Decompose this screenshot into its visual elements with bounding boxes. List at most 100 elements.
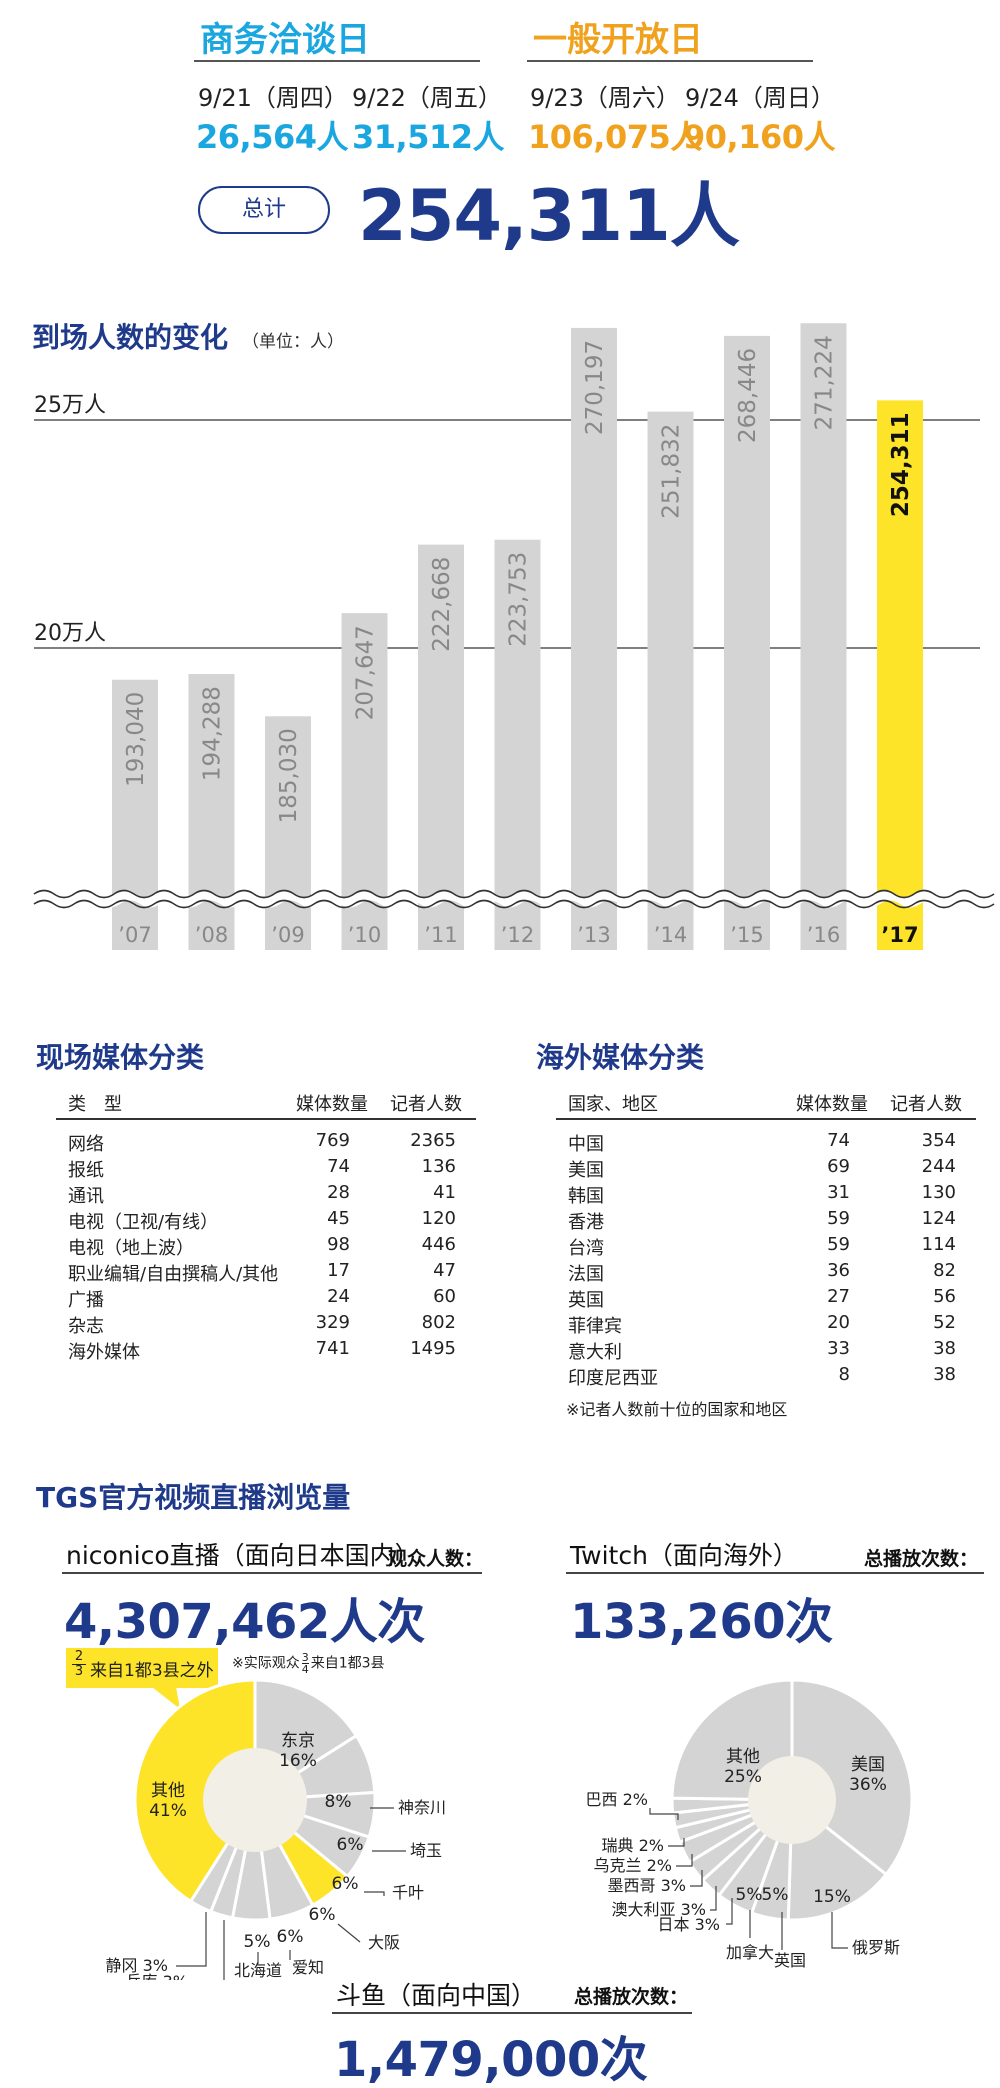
- media-count: 98: [327, 1234, 350, 1255]
- reporter-count: 446: [421, 1234, 456, 1255]
- row-label: 报纸: [68, 1160, 104, 1181]
- slice-name: 大阪: [368, 1933, 400, 1952]
- axis-break-line: [33, 899, 995, 909]
- reporter-count: 38: [933, 1338, 956, 1359]
- slice-name: 美国: [851, 1755, 885, 1775]
- row-label: 海外媒体: [68, 1342, 140, 1363]
- niconico-count-label: 观众人数：: [388, 1548, 484, 1570]
- slice-name: 日本 3%: [658, 1915, 720, 1934]
- fraction-numerator: 2: [72, 1650, 86, 1665]
- media-count: 33: [827, 1338, 850, 1359]
- reporter-count: 136: [421, 1156, 456, 1177]
- slice-value: 15%: [813, 1887, 851, 1907]
- onsite-media-title: 现场媒体分类: [36, 1041, 205, 1074]
- row-label: 法国: [568, 1264, 604, 1285]
- table-row: 台湾 59 114: [556, 1234, 976, 1260]
- day-date: 9/23（周六）: [530, 84, 680, 112]
- gridline-label: 20万人: [34, 621, 106, 646]
- bar-value-label: 193,040: [123, 692, 149, 787]
- reporter-count: 52: [933, 1312, 956, 1333]
- bar-category-label: ’10: [348, 923, 381, 947]
- leader-line: [710, 1886, 717, 1911]
- onsite-media-table: 类 型 媒体数量 记者人数 网络 769 2365 报纸 74 136 通讯 28 41 电视（卫…: [56, 1090, 476, 1370]
- media-count: 69: [827, 1156, 850, 1177]
- slice-name: 北海道: [234, 1961, 282, 1980]
- table-row: 电视（地上波） 98 446: [56, 1234, 476, 1260]
- attendance-unit: （单位：人）: [242, 332, 345, 352]
- slice-value: 5%: [736, 1885, 763, 1905]
- bar-2017: [877, 400, 923, 950]
- media-count: 27: [827, 1286, 850, 1307]
- column-header: 媒体数量: [796, 1094, 868, 1115]
- attendance-chart-title: 到场人数的变化 （单位：人）: [32, 316, 344, 356]
- douyu-title: 斗鱼（面向中国）: [336, 1981, 537, 2010]
- reporter-count: 1495: [410, 1338, 456, 1359]
- table-row: 韩国 31 130: [556, 1182, 976, 1208]
- gridline-label: 25万人: [34, 393, 106, 418]
- reporter-count: 38: [933, 1364, 956, 1385]
- table-row: 报纸 74 136: [56, 1156, 476, 1182]
- bar-category-label: ’07: [118, 923, 151, 947]
- media-count: 45: [327, 1208, 350, 1229]
- callout-pointer: [152, 1687, 180, 1709]
- reporter-count: 124: [921, 1208, 956, 1229]
- leader-line: [690, 1870, 703, 1887]
- axis-break-line: [33, 889, 995, 899]
- table-header-rule: [56, 1118, 476, 1120]
- bar-value-label: 254,311: [888, 412, 914, 517]
- twitch-count-label: 总播放次数：: [864, 1548, 979, 1570]
- pie-center: [748, 1756, 836, 1844]
- pie-center: [203, 1748, 307, 1852]
- day-count: 31,512人: [352, 118, 505, 156]
- slice-value: 36%: [849, 1775, 887, 1795]
- slice-name: 墨西哥 3%: [608, 1876, 686, 1895]
- slice-value: 25%: [724, 1767, 762, 1787]
- media-count: 769: [315, 1130, 350, 1151]
- row-label: 广播: [68, 1290, 104, 1311]
- fraction-numerator: 3: [301, 1651, 309, 1664]
- douyu-play-count: 1,479,000次: [334, 2032, 648, 2088]
- leader-line: [726, 1898, 733, 1925]
- media-count: 8: [838, 1364, 850, 1385]
- row-label: 电视（卫视/有线）: [68, 1212, 219, 1233]
- note-suffix: 来自1都3县: [310, 1655, 385, 1672]
- bar: [571, 327, 617, 950]
- slice-name: 巴西 2%: [586, 1790, 648, 1809]
- reporter-count: 56: [933, 1286, 956, 1307]
- reporter-count: 130: [921, 1182, 956, 1203]
- niconico-callout: 2 3 来自1都3县之外: [66, 1648, 218, 1688]
- day-count: 26,564人: [196, 118, 349, 156]
- note-prefix: ※实际观众: [232, 1655, 300, 1672]
- reporter-count: 2365: [410, 1130, 456, 1151]
- niconico-divider: [62, 1572, 482, 1574]
- slice-name: 千叶: [392, 1883, 424, 1902]
- row-label: 韩国: [568, 1186, 604, 1207]
- bar: [494, 539, 541, 950]
- fraction-denominator: 3: [74, 1664, 84, 1679]
- niconico-note: ※实际观众 3 4 来自1都3县: [232, 1652, 385, 1675]
- bar-value-label: 223,753: [506, 552, 532, 647]
- media-count: 36: [827, 1260, 850, 1281]
- business-days-title: 商务洽谈日: [200, 20, 370, 60]
- leader-line: [676, 1854, 693, 1867]
- table-row: 网络 769 2365: [56, 1130, 476, 1156]
- reporter-count: 120: [421, 1208, 456, 1229]
- bar-value-label: 185,030: [276, 728, 302, 823]
- row-label: 美国: [568, 1160, 604, 1181]
- slice-name: 英国: [774, 1951, 806, 1970]
- column-header: 记者人数: [390, 1094, 462, 1115]
- attendance-title-text: 到场人数的变化: [32, 321, 229, 354]
- slice-value: 8%: [325, 1792, 352, 1812]
- slice-name: 乌克兰 2%: [594, 1856, 672, 1875]
- slice-name: 静冈 3%: [106, 1956, 168, 1975]
- slice-name: 加拿大: [726, 1943, 774, 1962]
- bar-value-label: 268,446: [735, 348, 761, 443]
- slice-value: 6%: [332, 1874, 359, 1894]
- callout-fraction: 2 3: [72, 1650, 86, 1679]
- row-label: 中国: [568, 1134, 604, 1155]
- table-row: 意大利 33 38: [556, 1338, 976, 1364]
- slice-name: 埼玉: [410, 1841, 442, 1860]
